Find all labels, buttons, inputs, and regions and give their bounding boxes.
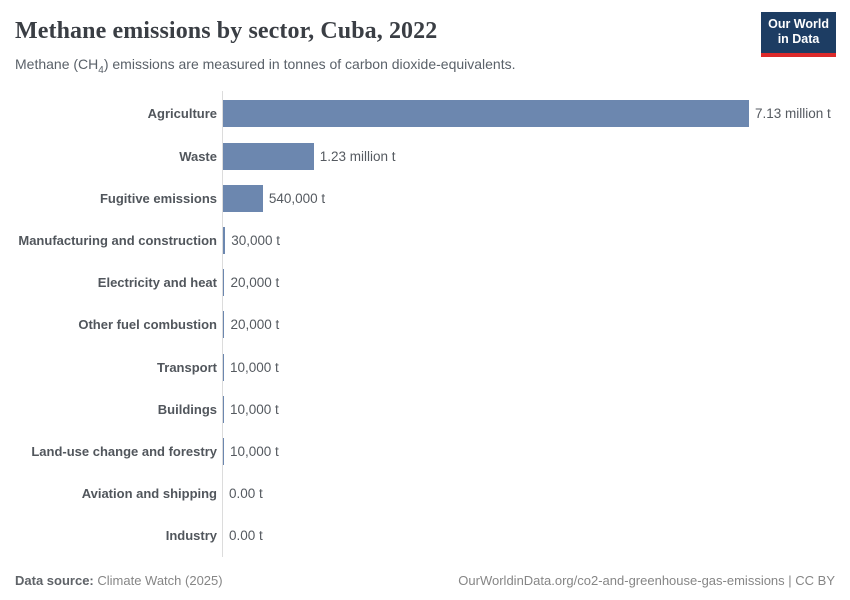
data-source-value: Climate Watch (2025) xyxy=(93,573,223,588)
value-label: 30,000 t xyxy=(231,232,280,248)
value-label: 7.13 million t xyxy=(755,106,831,122)
value-label: 10,000 t xyxy=(230,401,279,417)
owid-logo-line2: in Data xyxy=(777,32,820,47)
bar-row-industry: Industry 0.00 t xyxy=(0,515,850,557)
category-label: Agriculture xyxy=(147,106,217,122)
bar-row-electricity-and-heat: Electricity and heat 20,000 t xyxy=(0,262,850,304)
data-source-label: Data source: xyxy=(15,573,94,588)
value-label: 20,000 t xyxy=(230,275,280,291)
bar[interactable] xyxy=(223,184,263,212)
category-label: Industry xyxy=(165,528,217,544)
subtitle-subscript: 4 xyxy=(98,64,104,76)
category-label: Manufacturing and construction xyxy=(18,232,217,248)
subtitle-text-suffix: ) emissions are measured in tonnes of ca… xyxy=(103,56,516,72)
y-axis-line xyxy=(222,90,223,557)
bar[interactable] xyxy=(223,353,224,381)
bar-row-fugitive-emissions: Fugitive emissions 540,000 t xyxy=(0,177,850,219)
bar[interactable] xyxy=(223,269,225,297)
value-label: 540,000 t xyxy=(268,190,326,206)
value-label: 0.00 t xyxy=(229,486,263,502)
subtitle-text: Methane (CH xyxy=(15,56,99,72)
owid-logo-line1: Our World xyxy=(768,17,829,31)
owid-url-license[interactable]: OurWorldinData.org/co2-and-greenhouse-ga… xyxy=(458,573,835,588)
bar-row-other-fuel-combustion: Other fuel combustion 20,000 t xyxy=(0,304,850,346)
bar-row-land-use-change-and-forestry: Land-use change and forestry 10,000 t xyxy=(0,430,850,472)
bar[interactable] xyxy=(223,142,314,170)
owid-logo[interactable]: Our World in Data xyxy=(761,12,836,57)
category-label: Buildings xyxy=(157,401,217,417)
bar[interactable] xyxy=(223,100,749,128)
bar-row-agriculture: Agriculture 7.13 million t xyxy=(0,93,850,135)
value-label: 20,000 t xyxy=(230,317,280,333)
category-label: Electricity and heat xyxy=(97,275,217,291)
bar[interactable] xyxy=(223,395,224,423)
bar-row-manufacturing-and-construction: Manufacturing and construction 30,000 t xyxy=(0,219,850,261)
value-label: 0.00 t xyxy=(229,528,263,544)
bar-row-aviation-and-shipping: Aviation and shipping 0.00 t xyxy=(0,472,850,514)
bar-row-transport: Transport 10,000 t xyxy=(0,346,850,388)
value-label: 10,000 t xyxy=(230,359,279,375)
category-label: Other fuel combustion xyxy=(78,317,217,333)
value-label: 1.23 million t xyxy=(319,148,396,164)
category-label: Transport xyxy=(157,359,217,375)
bar[interactable] xyxy=(223,437,224,465)
page-title: Methane emissions by sector, Cuba, 2022 xyxy=(15,18,438,44)
bar-row-waste: Waste 1.23 million t xyxy=(0,135,850,177)
bar[interactable] xyxy=(223,226,226,254)
category-label: Waste xyxy=(179,148,217,164)
bar-chart: Agriculture 7.13 million t Waste 1.23 mi… xyxy=(0,90,850,557)
category-label: Aviation and shipping xyxy=(81,486,217,502)
chart-subtitle: Methane (CH4) emissions are measured in … xyxy=(15,55,835,80)
category-label: Fugitive emissions xyxy=(99,190,217,206)
chart-header: Methane emissions by sector, Cuba, 2022 … xyxy=(0,0,850,80)
category-label: Land-use change and forestry xyxy=(31,443,217,459)
data-source: Data source: Climate Watch (2025) xyxy=(15,573,223,588)
chart-footer: Data source: Climate Watch (2025) OurWor… xyxy=(15,573,835,588)
value-label: 10,000 t xyxy=(230,443,279,459)
bar-row-buildings: Buildings 10,000 t xyxy=(0,388,850,430)
bar[interactable] xyxy=(223,311,225,339)
